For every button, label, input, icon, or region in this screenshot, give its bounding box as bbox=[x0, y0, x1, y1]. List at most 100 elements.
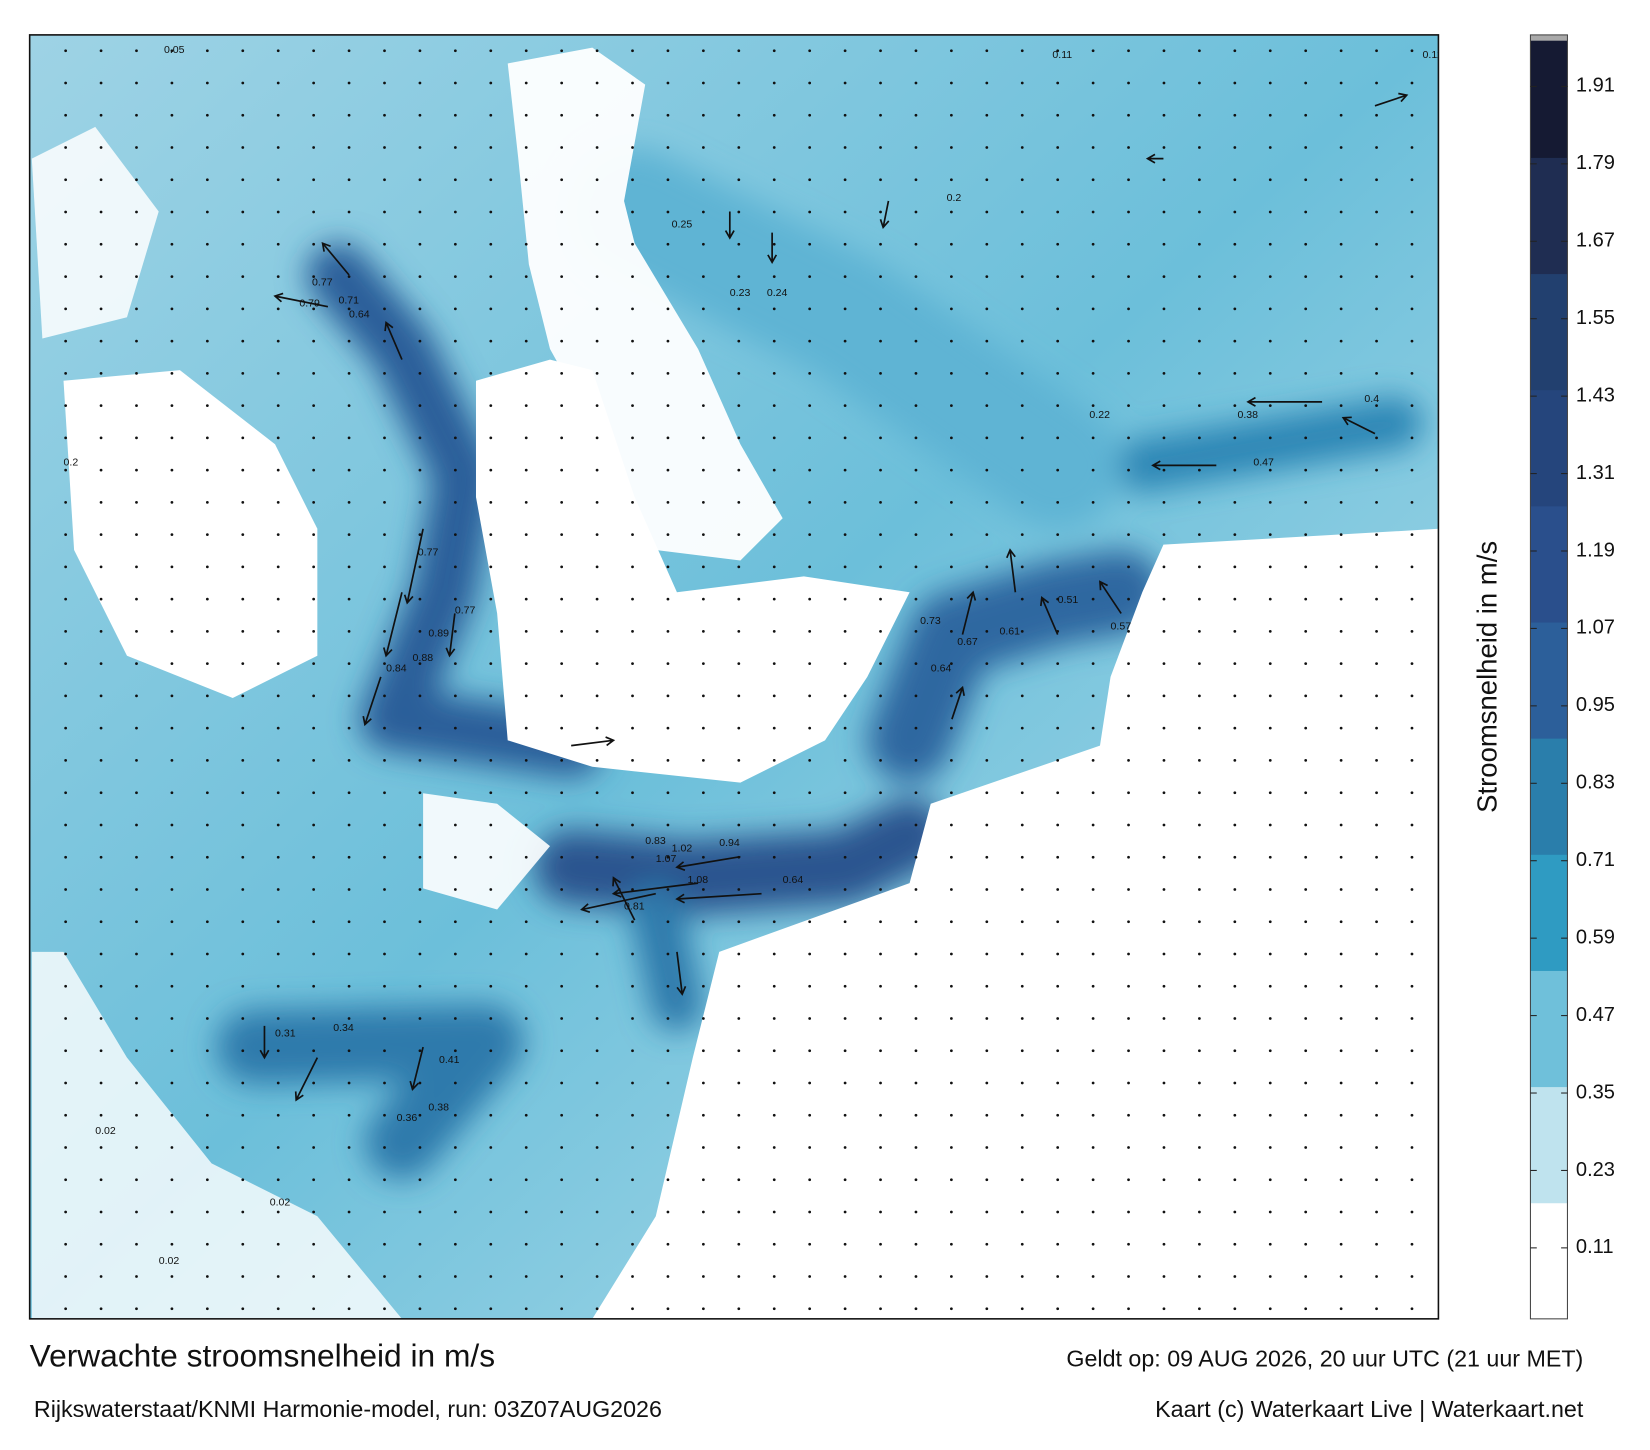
grid-dot bbox=[1268, 81, 1272, 85]
grid-dot bbox=[666, 1081, 670, 1085]
colorbar-cap bbox=[1530, 34, 1568, 42]
grid-dot bbox=[772, 533, 776, 537]
grid-dot bbox=[950, 1146, 953, 1149]
grid-dot bbox=[276, 726, 280, 730]
grid-dot bbox=[524, 630, 528, 633]
grid-dot bbox=[737, 694, 741, 698]
grid-dot bbox=[1127, 468, 1130, 472]
grid-dot bbox=[879, 1178, 882, 1182]
grid-dot bbox=[312, 920, 316, 924]
grid-dot bbox=[99, 1210, 103, 1214]
grid-dot bbox=[135, 952, 138, 956]
grid-dot bbox=[99, 533, 103, 537]
grid-dot bbox=[64, 823, 68, 827]
grid-dot bbox=[99, 1307, 103, 1311]
grid-dot bbox=[1268, 242, 1272, 246]
grid-dot bbox=[560, 1178, 564, 1182]
grid-dot bbox=[1127, 1242, 1130, 1246]
grid-dot bbox=[135, 500, 138, 504]
grid-dot bbox=[1162, 500, 1166, 504]
grid-dot bbox=[524, 759, 528, 762]
grid-dot bbox=[1339, 81, 1343, 85]
grid-dot bbox=[879, 1146, 882, 1149]
grid-dot bbox=[879, 888, 882, 891]
grid-dot bbox=[560, 1242, 564, 1246]
grid-dot bbox=[241, 597, 245, 601]
grid-dot bbox=[64, 404, 68, 407]
grid-dot bbox=[808, 404, 812, 407]
grid-dot bbox=[879, 210, 882, 214]
grid-dot bbox=[524, 1049, 528, 1053]
grid-dot bbox=[808, 984, 812, 988]
grid-dot bbox=[241, 146, 245, 149]
grid-dot bbox=[1056, 1049, 1060, 1053]
grid-dot bbox=[347, 888, 351, 891]
grid-dot bbox=[631, 597, 634, 601]
grid-dot bbox=[170, 1275, 174, 1278]
grid-dot bbox=[1091, 1146, 1095, 1149]
grid-dot bbox=[1233, 210, 1237, 214]
grid-dot bbox=[347, 178, 351, 182]
current-arrow bbox=[1246, 396, 1323, 407]
grid-dot bbox=[64, 920, 68, 924]
grid-dot bbox=[701, 759, 705, 762]
grid-dot bbox=[1091, 888, 1095, 891]
speed-label: 0.94 bbox=[719, 837, 740, 849]
grid-dot bbox=[99, 1146, 103, 1149]
colorbar: 0.110.230.350.470.590.710.830.951.071.19… bbox=[1529, 34, 1615, 1320]
grid-dot bbox=[347, 307, 351, 311]
grid-dot bbox=[205, 597, 209, 601]
grid-dot bbox=[1410, 597, 1414, 601]
grid-dot bbox=[383, 307, 386, 311]
grid-dot bbox=[1339, 920, 1343, 924]
grid-dot bbox=[170, 597, 174, 601]
grid-dot bbox=[950, 1307, 953, 1311]
grid-dot bbox=[808, 952, 812, 956]
grid-dot bbox=[1162, 1146, 1166, 1149]
grid-dot bbox=[524, 275, 528, 278]
grid-dot bbox=[1233, 920, 1237, 924]
grid-dot bbox=[453, 371, 457, 375]
grid-dot bbox=[985, 888, 989, 891]
grid-dot bbox=[453, 759, 457, 762]
grid-dot bbox=[1198, 1113, 1201, 1117]
current-arrow bbox=[403, 528, 424, 605]
grid-dot bbox=[560, 81, 564, 85]
grid-dot bbox=[843, 726, 847, 730]
grid-dot bbox=[205, 468, 209, 472]
grid-dot bbox=[524, 855, 528, 859]
grid-dot bbox=[312, 468, 316, 472]
grid-dot bbox=[560, 759, 564, 762]
grid-dot bbox=[631, 1178, 634, 1182]
grid-dot bbox=[950, 1049, 953, 1053]
grid-dot bbox=[170, 1017, 174, 1020]
grid-dot bbox=[347, 1081, 351, 1085]
grid-dot bbox=[453, 436, 457, 440]
grid-dot bbox=[1233, 791, 1237, 795]
grid-dot bbox=[595, 210, 599, 214]
grid-dot bbox=[914, 242, 918, 246]
grid-dot bbox=[1127, 1307, 1130, 1311]
grid-dot bbox=[1233, 1275, 1237, 1278]
grid-dot bbox=[205, 1242, 209, 1246]
grid-dot bbox=[1162, 533, 1166, 537]
grid-dot bbox=[170, 468, 174, 472]
grid-dot bbox=[205, 436, 209, 440]
grid-dot bbox=[1056, 1081, 1060, 1085]
grid-dot bbox=[453, 307, 457, 311]
grid-dot bbox=[241, 1113, 245, 1117]
grid-dot bbox=[843, 468, 847, 472]
grid-dot bbox=[383, 1242, 386, 1246]
grid-dot bbox=[595, 404, 599, 407]
grid-dot bbox=[950, 984, 953, 988]
grid-dot bbox=[241, 210, 245, 214]
grid-dot bbox=[276, 533, 280, 537]
grid-dot bbox=[808, 759, 812, 762]
grid-dot bbox=[205, 1210, 209, 1214]
grid-dot bbox=[241, 952, 245, 956]
grid-dot bbox=[631, 1146, 634, 1149]
grid-dot bbox=[1233, 823, 1237, 827]
grid-dot bbox=[772, 1081, 776, 1085]
grid-dot bbox=[914, 888, 918, 891]
grid-dot bbox=[1198, 565, 1201, 569]
